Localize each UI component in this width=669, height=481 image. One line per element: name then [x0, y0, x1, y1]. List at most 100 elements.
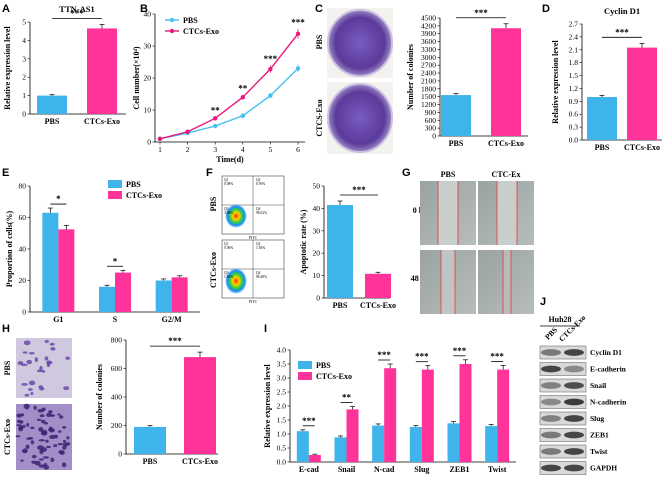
- chart-i-bar-twist-pbs: [485, 426, 498, 462]
- chart-a-xtick-label: CTCs-Exo: [84, 117, 120, 126]
- chart-a-title: TTN-AS1: [59, 4, 94, 14]
- transwell-cell-ctc: [20, 459, 24, 462]
- flow-quadrant-value: 0.06%: [224, 246, 233, 250]
- blot-band: [541, 349, 561, 356]
- panel-d: D 0.0 0.3 0.6 0.9 1.2 1.5 1.8 2.1 2.4 2.7 Relative…: [542, 3, 662, 152]
- transwell-cell-ctc: [49, 434, 56, 439]
- transwell-cell-ctc: [59, 450, 65, 455]
- chart-a-ylabel: Relative expression level: [3, 26, 12, 110]
- chart-i-xtick-label: N-cad: [374, 465, 395, 474]
- chart-b-xlabel: Time(d): [216, 155, 244, 164]
- transwell-cell-ctc: [37, 445, 44, 450]
- flow-quadrant-name: Q3: [224, 207, 229, 211]
- chart-i-legend-swatch: [298, 372, 312, 380]
- chart-d-ytick-label: 0.9: [569, 97, 579, 106]
- chart-f-ytick-label: 50: [313, 182, 321, 191]
- chart-f-ylabel: Apoptotic rate (%): [299, 209, 308, 274]
- panel-a-letter: A: [2, 3, 10, 15]
- chart-d-bar-pbs: [587, 97, 617, 140]
- panel-a-chart: 0 1 2 3 4 5 Relative expression level PBS CTCs-E…: [3, 4, 126, 126]
- chart-c-ytick-label: 2100: [421, 76, 436, 85]
- chart-c-sig-label: ***: [474, 8, 488, 18]
- panel-e: E 0 20 40 60 80 Proportion of cells(%) G1 * S * G2…: [2, 167, 200, 324]
- chart-b-sig-label: **: [211, 105, 221, 115]
- chart-h-ytick-label: 600: [111, 364, 123, 373]
- transwell-cell-ctc: [38, 439, 46, 442]
- blot-cell-line: Huh28: [548, 315, 571, 324]
- transwell-cell-pbs: [39, 387, 45, 391]
- chart-e-ytick-label: 60: [19, 213, 27, 222]
- panel-h-chart: 0 200 400 600 800 Number of colonies PBS CTCs-E…: [95, 336, 218, 467]
- chart-i-bar-zeb1-pbs: [447, 423, 460, 462]
- transwell-cell-ctc: [43, 421, 49, 425]
- chart-f-ytick-label: 20: [313, 249, 321, 258]
- chart-i-bar-ncad-pbs: [372, 425, 385, 462]
- transwell-cell-ctc: [48, 426, 53, 432]
- chart-c-ytick-label: 600: [425, 116, 437, 125]
- chart-f-xtick-label: CTCs-Exo: [360, 301, 396, 310]
- chart-d-sig-label: ***: [615, 27, 629, 37]
- transwell-cell-ctc: [57, 443, 63, 446]
- flow-plot-ctc: [221, 239, 285, 299]
- transwell-cell-ctc: [54, 434, 59, 439]
- chart-a-ytick-label: 0: [22, 110, 26, 119]
- chart-h-ytick-label: 0: [118, 450, 122, 459]
- chart-h-ytick-label: 200: [111, 421, 123, 430]
- panel-h-letter: H: [2, 323, 10, 335]
- transwell-cell-ctc: [22, 448, 28, 454]
- transwell-cell-pbs: [24, 393, 30, 397]
- blot-band: [541, 464, 561, 472]
- transwell-cell-ctc: [66, 436, 70, 440]
- transwell-cell-pbs: [63, 386, 70, 391]
- chart-a-ytick-label: 3: [22, 54, 26, 63]
- transwell-cell-pbs: [44, 356, 49, 361]
- transwell-image-ctc: [16, 404, 72, 470]
- flow-quadrant-pbs-3: Q3 3.88%: [224, 207, 233, 215]
- chart-i-ytick-label: 1.0: [277, 430, 287, 439]
- flow-quadrant-value: 96.48%: [256, 275, 267, 279]
- chart-b-xtick-label: 2: [186, 145, 190, 154]
- chart-b-point: [295, 31, 301, 37]
- flow-quadrant-pbs-4: Q4 96.02%: [256, 207, 267, 215]
- blot-band: [541, 431, 561, 439]
- chart-i-legend-label: CTCs-Exo: [316, 372, 352, 381]
- panel-j-letter: J: [540, 296, 546, 308]
- colony-dish-ctc: [327, 83, 393, 153]
- scratch-col-label-ctc: CTC-Ex: [492, 170, 521, 179]
- blot-protein-label: N-cadherin: [590, 398, 627, 407]
- blot-lane-pbs: PBS: [543, 325, 559, 341]
- transwell-cell-ctc: [36, 418, 42, 421]
- panel-g-letter: G: [402, 167, 411, 179]
- chart-c-bar-pbs: [441, 95, 471, 136]
- transwell-cell-ctc: [26, 422, 30, 427]
- flow-quadrant-pbs-1: Q1 0.08%: [224, 178, 233, 186]
- flow-quadrant-name: Q2: [256, 242, 261, 246]
- transwell-cell-pbs: [30, 392, 34, 396]
- transwell-cell-pbs: [21, 383, 28, 386]
- transwell-cell-ctc: [57, 413, 61, 416]
- chart-i-ytick-label: 3.0: [277, 374, 287, 383]
- chart-e-sig-label: *: [113, 256, 118, 266]
- chart-b-xtick-label: 1: [158, 145, 162, 154]
- chart-h-ylabel: Number of colonies: [95, 364, 104, 430]
- chart-i-sig-label: ***: [453, 346, 467, 356]
- panel-h: H PBS CTCs-Exo 0 200 400 600 800 Number of co…: [2, 323, 218, 470]
- flow-row-label-pbs: PBS: [209, 196, 218, 211]
- chart-c-xtick-label: PBS: [449, 139, 464, 148]
- chart-b-ytick-label: 30: [144, 42, 152, 51]
- chart-e-legend-swatch: [108, 180, 122, 188]
- transwell-cell-ctc: [50, 457, 55, 463]
- chart-i-bar-slug-pbs: [409, 427, 422, 462]
- chart-b-point: [268, 66, 273, 72]
- blot-protein-label: ZEB1: [590, 431, 609, 440]
- transwell-cell-ctc: [34, 460, 41, 466]
- panel-b-chart: 0 10 20 30 40 Cell number(×10⁴) 1 2 3 4 5 6 Time(d) P…: [132, 10, 305, 165]
- chart-b-legend-marker: [169, 28, 175, 34]
- flow-quadrant-name: Q1: [224, 242, 229, 246]
- panel-f: F Q1 0.08%Q2 0.95%Q3 3.88%Q4 96.02%Q1 0.06%Q2…: [206, 167, 396, 310]
- chart-d-ytick-label: 0.6: [569, 110, 579, 119]
- chart-h-sig-label: ***: [168, 336, 182, 346]
- chart-b-sig-label: ***: [291, 18, 305, 28]
- chart-h-ytick-label: 400: [111, 393, 123, 402]
- transwell-cell-pbs: [49, 342, 55, 346]
